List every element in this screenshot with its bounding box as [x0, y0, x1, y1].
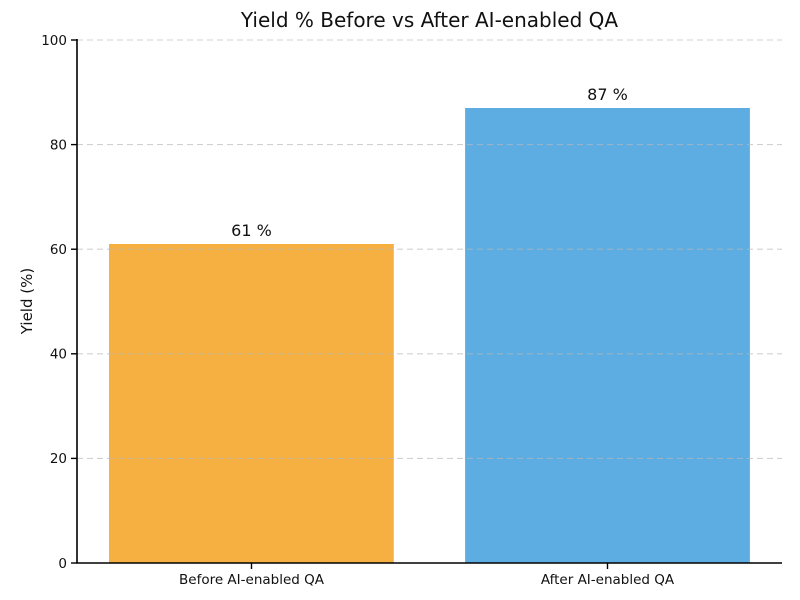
value-labels-group: 61 % 87 % [231, 85, 628, 240]
x-tick-label: After AI-enabled QA [541, 572, 675, 588]
axes-spines [76, 39, 782, 564]
bar-value-label: 61 % [231, 221, 272, 240]
y-tick-label: 0 [58, 556, 67, 572]
y-tick-label: 20 [50, 451, 67, 467]
chart-title: Yield % Before vs After AI-enabled QA [240, 8, 619, 32]
y-ticks-group: 0 20 40 60 80 100 [41, 33, 77, 572]
x-ticks-group: Before AI-enabled QA After AI-enabled QA [179, 563, 675, 588]
x-tick-label: Before AI-enabled QA [179, 572, 325, 588]
y-tick-label: 40 [50, 347, 67, 363]
bar [465, 108, 750, 563]
y-tick-label: 60 [50, 242, 67, 258]
bar-value-label: 87 % [587, 85, 628, 104]
bars-group [109, 108, 750, 563]
gridlines-group [77, 39, 782, 459]
bar [109, 244, 394, 563]
y-tick-label: 100 [41, 33, 67, 49]
y-tick-label: 80 [50, 137, 67, 153]
